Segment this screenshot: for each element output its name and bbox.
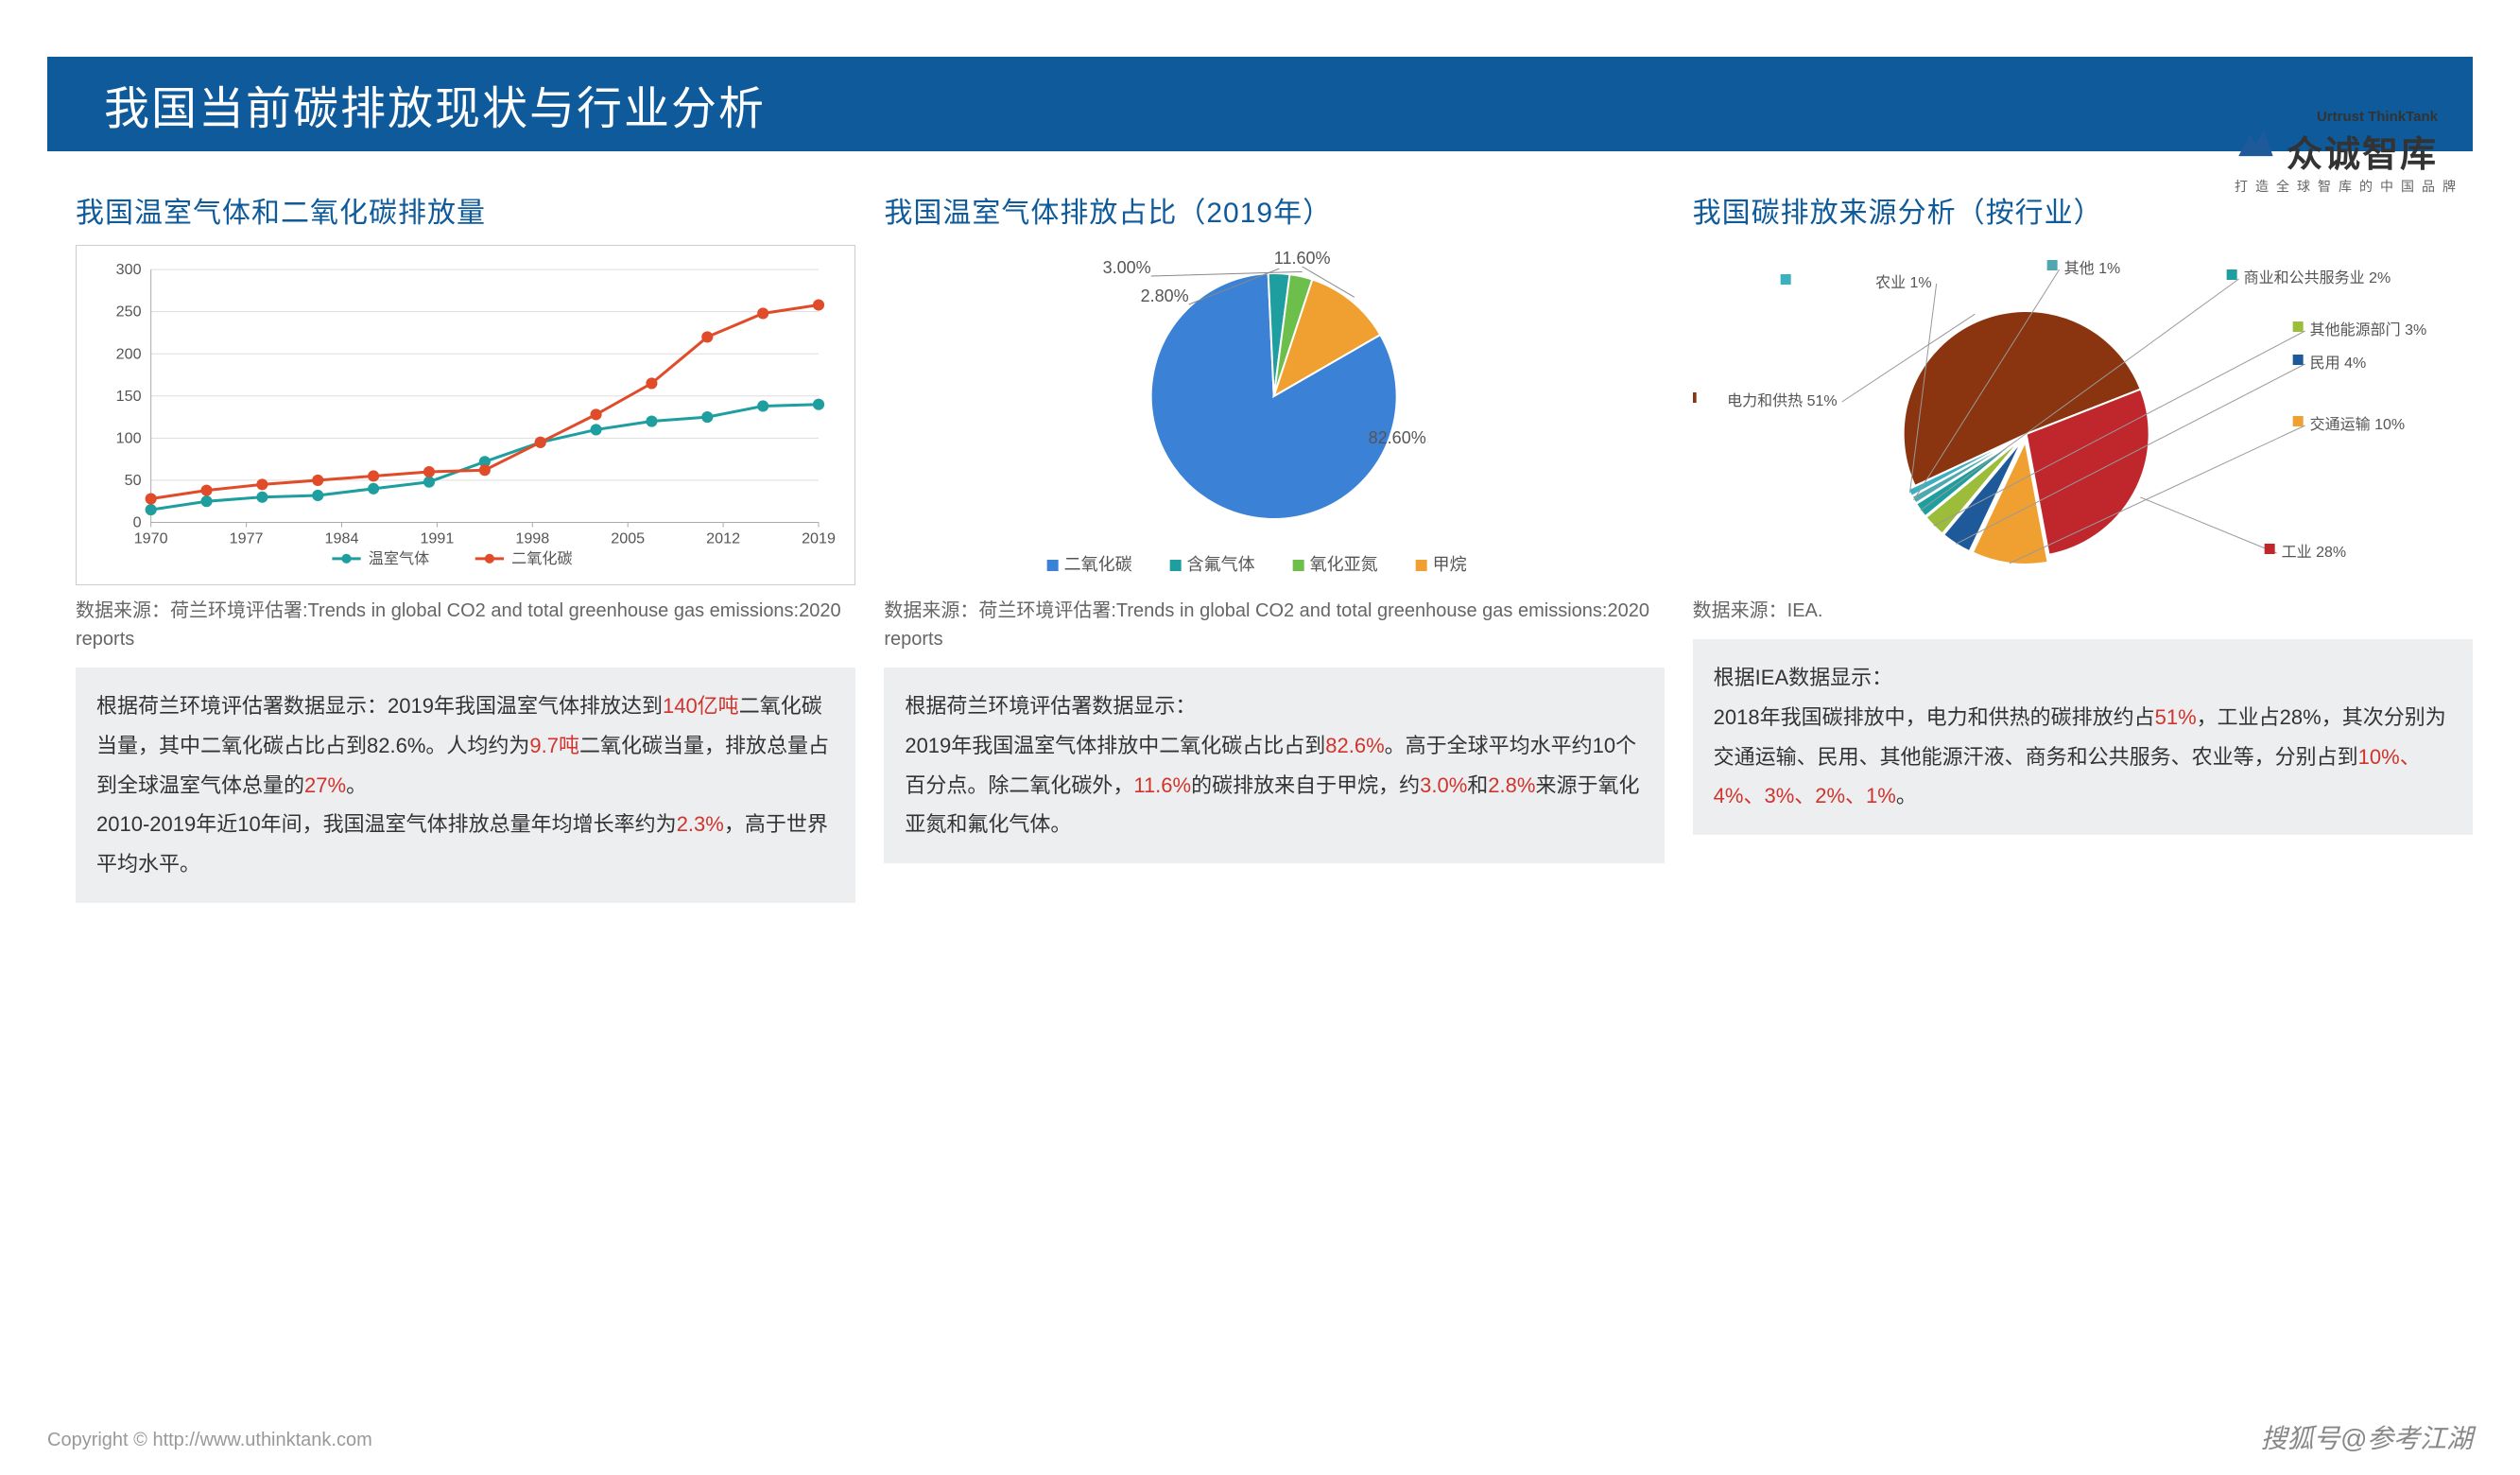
svg-text:300: 300: [116, 261, 142, 278]
svg-text:50: 50: [125, 472, 142, 489]
panel3-source: 数据来源：IEA.: [1693, 597, 2473, 625]
logo-sub-text: 打造全球智库的中国品牌: [2235, 177, 2463, 196]
logo-main-text: 众诚智库: [2287, 125, 2438, 177]
pie-chart-sector: 电力和供热 51% 工业 28% 交通运输 10% 民用 4% 其他能源部门 3% 商业和…: [1693, 245, 2473, 585]
line-chart-box: 0 50 100 150 200 250 300 1970 1977 1984 1991 1998 20…: [76, 245, 855, 585]
svg-text:电力和供热 51%: 电力和供热 51%: [1727, 392, 1837, 409]
svg-text:二氧化碳: 二氧化碳: [1064, 555, 1132, 574]
svg-text:其他能源部门 3%: 其他能源部门 3%: [2309, 321, 2426, 338]
content-row: 我国温室气体和二氧化碳排放量 0 50 100 150 200 250 300 1970 197…: [76, 189, 2473, 903]
svg-text:1984: 1984: [325, 530, 359, 547]
svg-text:3.00%: 3.00%: [1103, 258, 1151, 277]
svg-text:工业 28%: 工业 28%: [2281, 544, 2345, 561]
page-title: 我国当前碳排放现状与行业分析: [104, 71, 766, 137]
svg-text:农业 1%: 农业 1%: [1875, 274, 1932, 291]
svg-text:民用 4%: 民用 4%: [2309, 356, 2366, 372]
svg-text:2019: 2019: [802, 530, 836, 547]
logo-top-text: Urtrust ThinkTank: [2287, 109, 2438, 125]
panel1-description: 根据荷兰环境评估署数据显示：2019年我国温室气体排放达到140亿吨二氧化碳当量…: [76, 668, 855, 903]
pie1-box: 82.60% 2.80% 3.00% 11.60% 二氧化碳 含氟气体 氧化亚氮 甲烷: [884, 245, 1664, 585]
footer-copyright: Copyright © http://www.uthinktank.com: [47, 1430, 372, 1451]
panel2-description: 根据荷兰环境评估署数据显示：2019年我国温室气体排放中二氧化碳占比占到82.6…: [884, 668, 1664, 863]
panel1-title: 我国温室气体和二氧化碳排放量: [76, 189, 855, 231]
svg-text:2012: 2012: [706, 530, 740, 547]
panel-emissions-trend: 我国温室气体和二氧化碳排放量 0 50 100 150 200 250 300 1970 197…: [76, 189, 855, 903]
logo-icon: [2235, 127, 2277, 160]
page-header: 我国当前碳排放现状与行业分析: [47, 57, 2473, 151]
svg-text:温室气体: 温室气体: [369, 550, 430, 567]
svg-text:2.80%: 2.80%: [1141, 286, 1189, 305]
panel-ghg-breakdown: 我国温室气体排放占比（2019年） 82.60% 2.80% 3.00% 11.60%…: [884, 189, 1664, 903]
panel1-source: 数据来源：荷兰环境评估署:Trends in global CO2 and to…: [76, 597, 855, 653]
svg-text:2005: 2005: [611, 530, 645, 547]
watermark: 搜狐号@参考江湖: [2261, 1418, 2473, 1456]
panel2-source: 数据来源：荷兰环境评估署:Trends in global CO2 and to…: [884, 597, 1664, 653]
svg-text:其他 1%: 其他 1%: [2063, 260, 2120, 277]
panel2-title: 我国温室气体排放占比（2019年）: [884, 189, 1664, 231]
svg-text:含氟气体: 含氟气体: [1187, 555, 1255, 574]
svg-text:0: 0: [133, 514, 142, 531]
svg-text:1991: 1991: [420, 530, 454, 547]
svg-text:200: 200: [116, 345, 142, 362]
svg-text:100: 100: [116, 429, 142, 446]
pie-chart-ghg: 82.60% 2.80% 3.00% 11.60% 二氧化碳 含氟气体 氧化亚氮 甲烷: [884, 245, 1664, 585]
svg-text:交通运输 10%: 交通运输 10%: [2309, 416, 2404, 433]
svg-text:1998: 1998: [515, 530, 549, 547]
svg-text:二氧化碳: 二氧化碳: [511, 550, 572, 567]
svg-text:82.60%: 82.60%: [1369, 428, 1426, 447]
svg-text:1977: 1977: [230, 530, 264, 547]
line-chart: 0 50 100 150 200 250 300 1970 1977 1984 1991 1998 20…: [86, 260, 845, 575]
panel3-description: 根据IEA数据显示：2018年我国碳排放中，电力和供热的碳排放约占51%，工业占…: [1693, 639, 2473, 835]
svg-text:甲烷: 甲烷: [1433, 555, 1467, 574]
svg-text:商业和公共服务业 2%: 商业和公共服务业 2%: [2243, 269, 2391, 286]
svg-text:150: 150: [116, 388, 142, 405]
svg-text:11.60%: 11.60%: [1274, 249, 1331, 268]
pie2-box: 电力和供热 51% 工业 28% 交通运输 10% 民用 4% 其他能源部门 3% 商业和…: [1693, 245, 2473, 585]
panel-sector-breakdown: 我国碳排放来源分析（按行业） 电力和供热 51%工业 28%交通运输 10%民用…: [1693, 189, 2473, 903]
svg-text:1970: 1970: [134, 530, 168, 547]
svg-text:250: 250: [116, 304, 142, 321]
brand-logo: Urtrust ThinkTank 众诚智库 打造全球智库的中国品牌: [2235, 109, 2463, 196]
svg-text:氧化亚氮: 氧化亚氮: [1310, 555, 1378, 574]
